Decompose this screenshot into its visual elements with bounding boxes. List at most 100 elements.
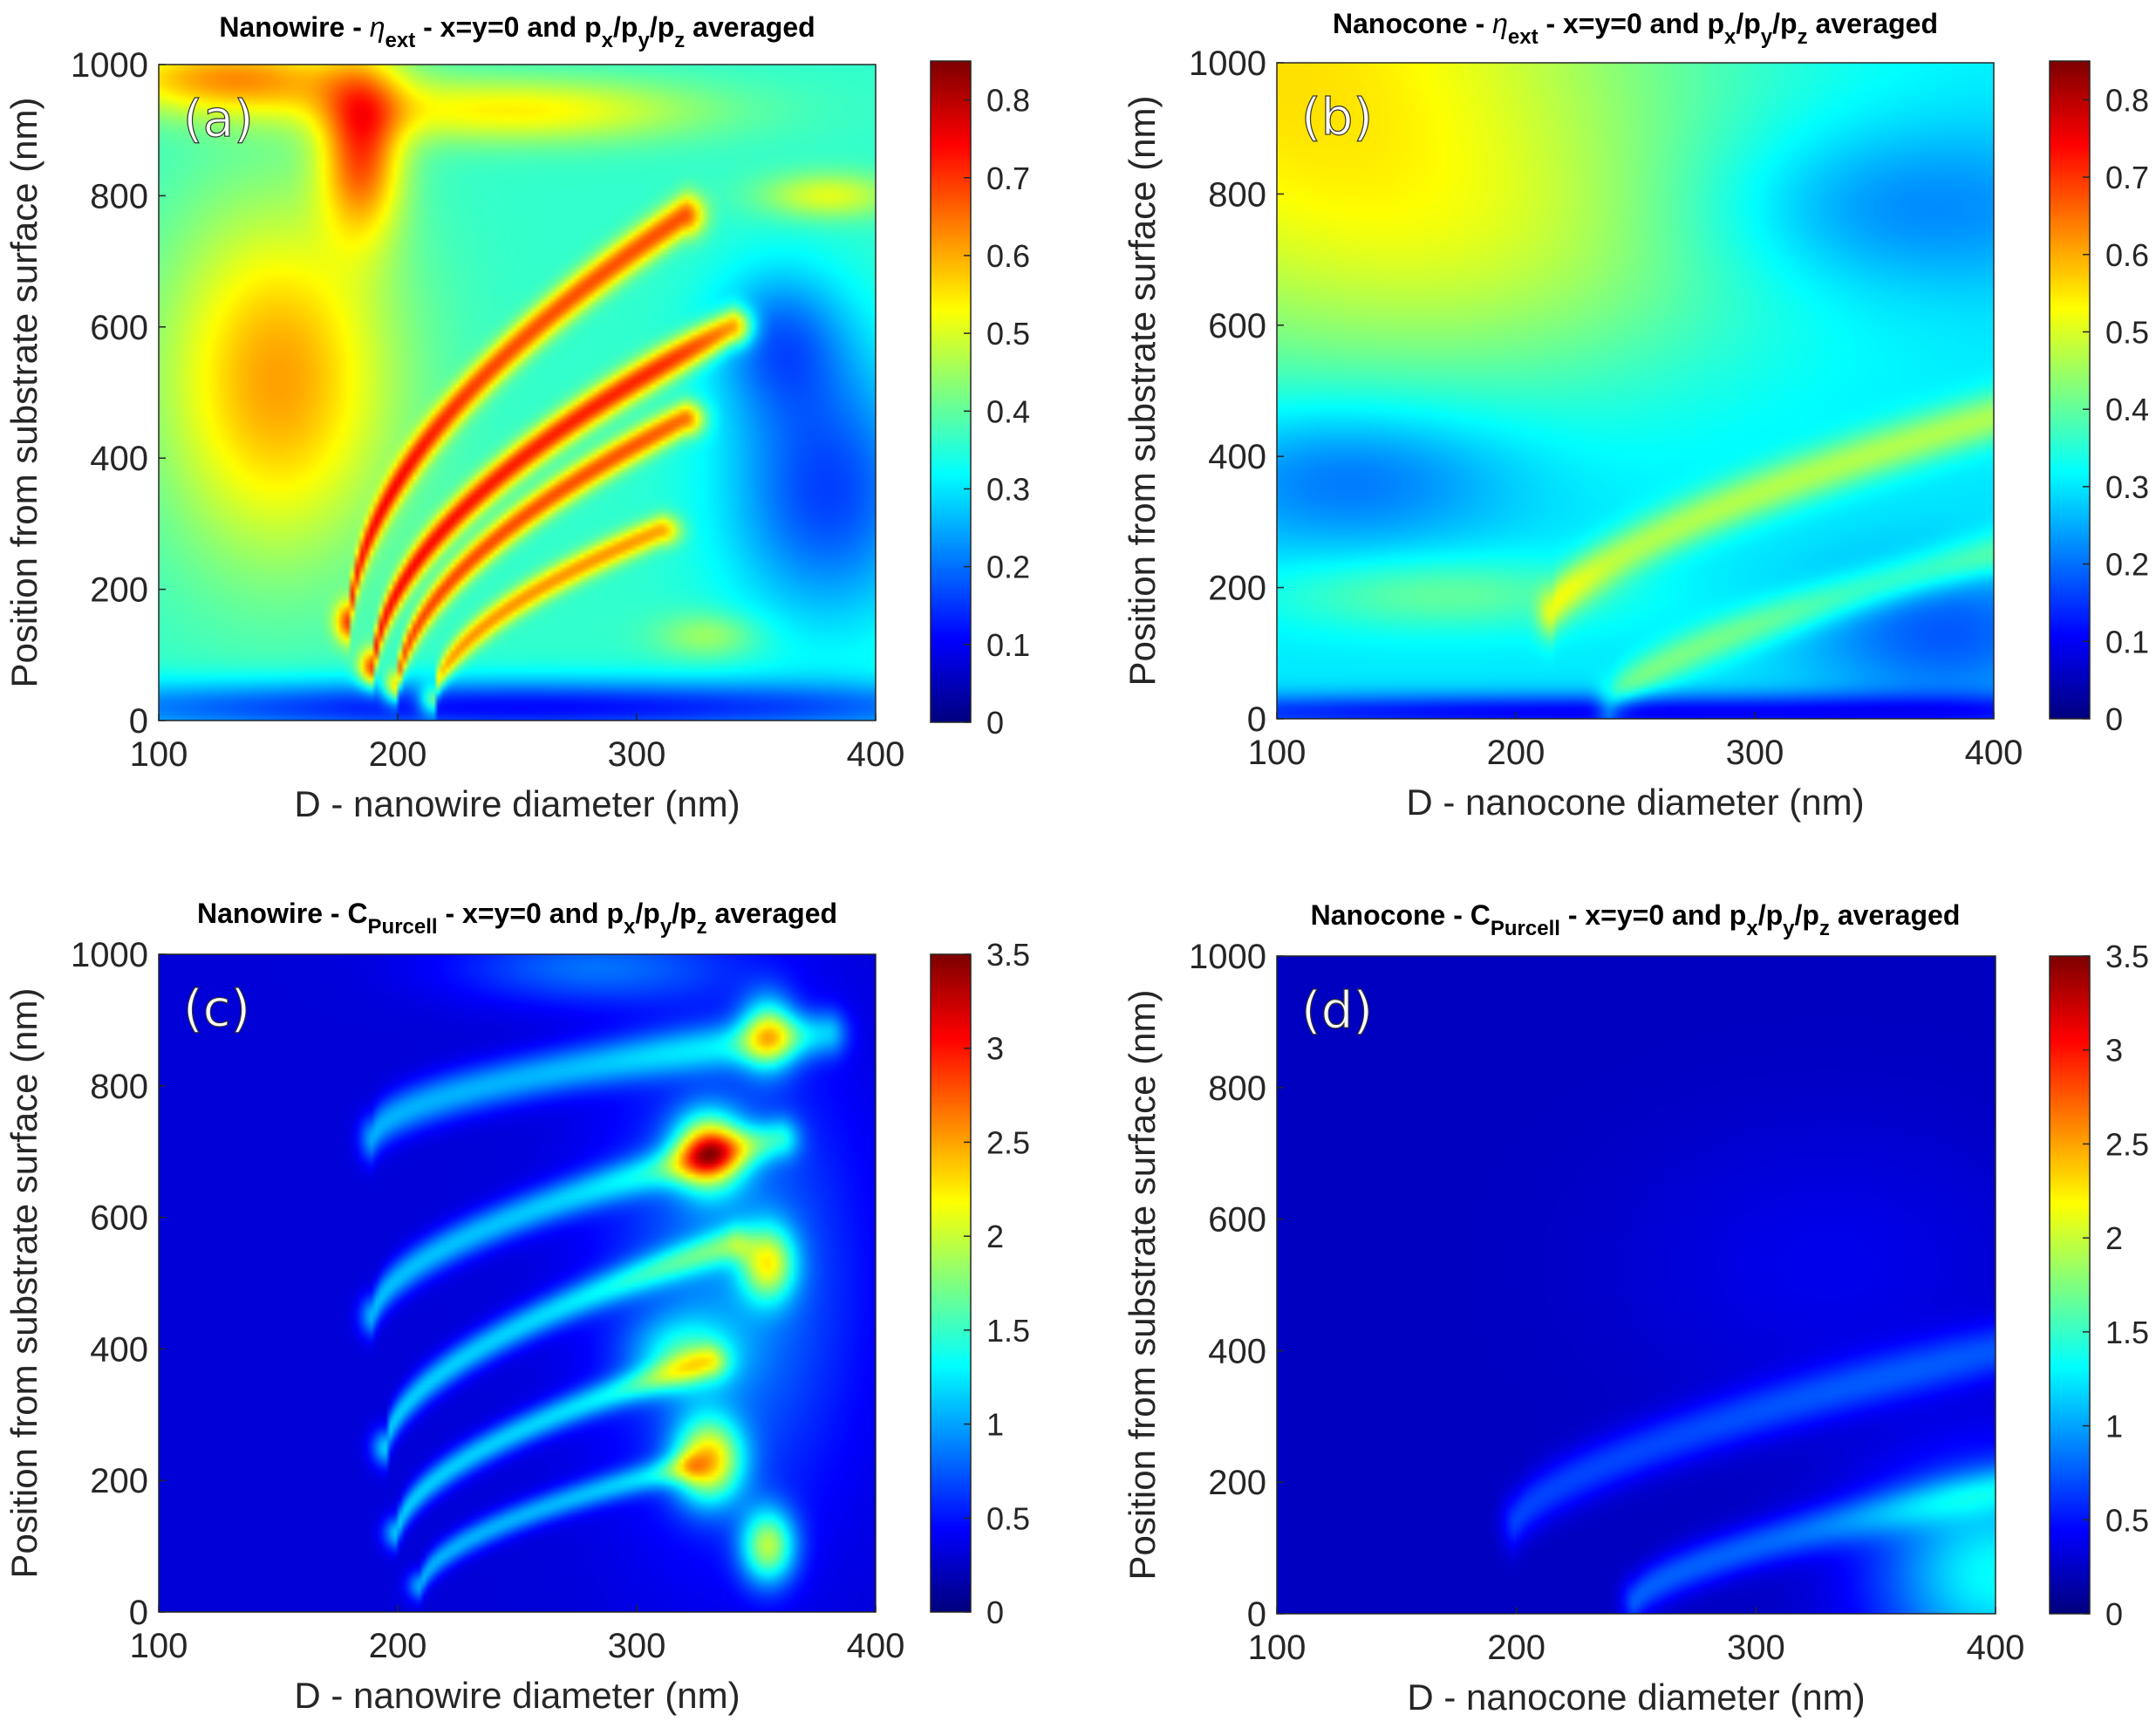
y-tick-label: 1000 xyxy=(1189,44,1266,83)
colorbar-tick-label: 0 xyxy=(986,1595,1004,1630)
colorbar-gradient xyxy=(931,954,971,1612)
title-part: y xyxy=(1783,917,1795,940)
panel-label: (a) xyxy=(183,89,254,148)
chart-panel-3: 100 200 300 400 0 200 400 600 800 1000 D - nanocon… xyxy=(1122,899,2149,1718)
y-tick-label: 800 xyxy=(1208,1069,1266,1108)
title-part: y xyxy=(1761,25,1773,49)
y-tick-label: 400 xyxy=(1208,438,1266,476)
title-part: y xyxy=(660,915,672,939)
chart-title: Nanowire - ηext - x=y=0 and px/py/pz ave… xyxy=(219,11,815,52)
colorbar-tick-label: 0.1 xyxy=(2105,624,2149,659)
y-tick-label: 800 xyxy=(1208,175,1266,214)
title-part: Nanowire - C xyxy=(197,898,368,929)
y-tick-label: 400 xyxy=(1208,1332,1266,1370)
x-axis-label: D - nanowire diameter (nm) xyxy=(294,1675,740,1716)
y-tick-label: 200 xyxy=(90,571,148,610)
title-part: averaged xyxy=(1808,8,1938,39)
title-part: x xyxy=(1746,917,1758,940)
title-part: Purcell xyxy=(368,915,438,939)
colorbar-tick-label: 0.4 xyxy=(986,393,1030,429)
y-axis-label: Position from substrate surface (nm) xyxy=(1122,96,1163,686)
colorbar-frame xyxy=(930,953,972,1613)
colorbar-tick-label: 0.5 xyxy=(986,316,1030,352)
title-part: Nanocone - C xyxy=(1311,899,1491,931)
title-part: ext xyxy=(385,29,416,52)
y-tick-label: 200 xyxy=(1208,570,1266,608)
axes-frame xyxy=(158,64,877,721)
colorbar-tick-label: 0.3 xyxy=(986,471,1030,507)
x-tick-label: 300 xyxy=(608,735,666,774)
title-part: y xyxy=(638,29,650,52)
panel-label: (b) xyxy=(1301,87,1373,147)
heatmap-image xyxy=(1277,63,1994,719)
title-part: ext xyxy=(1508,25,1539,49)
colorbar-tick-label: 0.8 xyxy=(986,83,1030,119)
colorbar-tick-label: 2 xyxy=(2105,1220,2123,1256)
x-tick-label: 200 xyxy=(1487,1629,1545,1667)
x-tick-label: 400 xyxy=(1967,1629,2025,1667)
title-part: η xyxy=(370,11,385,43)
colorbar-gradient xyxy=(2050,956,2090,1614)
colorbar-tick-label: 0 xyxy=(2105,701,2123,737)
x-tick-label: 400 xyxy=(847,735,905,774)
y-axis-label: Position from substrate surface (nm) xyxy=(3,98,44,688)
title-part: z xyxy=(697,915,707,939)
y-tick-label: 400 xyxy=(90,440,148,478)
colorbar-tick-label: 0.7 xyxy=(986,161,1030,196)
y-tick-label: 600 xyxy=(1208,1201,1266,1240)
colorbar-tick-label: 3 xyxy=(2105,1033,2123,1069)
x-tick-label: 200 xyxy=(369,735,427,774)
x-tick-label: 400 xyxy=(1965,734,2023,772)
y-tick-label: 200 xyxy=(1208,1464,1266,1502)
heatmap-image xyxy=(159,65,876,721)
title-part: /p xyxy=(1772,8,1797,39)
heatmap-image xyxy=(1277,956,1996,1614)
title-part: averaged xyxy=(1830,899,1960,931)
chart-title: Nanocone - ηext - x=y=0 and px/py/pz ave… xyxy=(1333,8,1938,49)
y-tick-label: 0 xyxy=(1247,1595,1266,1634)
x-tick-label: 100 xyxy=(1248,734,1307,772)
colorbar-tick-label: 0.6 xyxy=(2105,237,2149,273)
title-part: /p xyxy=(1736,8,1760,39)
title-part: x xyxy=(1724,25,1736,49)
chart-panel-0: 100 200 300 400 0 200 400 600 800 1000 D - nanowir… xyxy=(3,11,1030,824)
title-part: /p xyxy=(635,898,659,929)
panel-label: (d) xyxy=(1301,980,1373,1040)
y-tick-label: 1000 xyxy=(1189,938,1266,976)
colorbar-tick-label: 2 xyxy=(986,1219,1004,1254)
title-part: z xyxy=(1819,917,1830,940)
colorbar-tick-label: 0.5 xyxy=(986,1500,1030,1536)
title-part: z xyxy=(674,29,685,52)
colorbar-gradient xyxy=(931,61,971,722)
colorbar-tick-label: 0.3 xyxy=(2105,469,2149,505)
colorbar-tick-label: 3.5 xyxy=(2105,939,2149,974)
colorbar-tick-label: 0.2 xyxy=(2105,547,2149,583)
y-tick-label: 0 xyxy=(1247,700,1266,739)
colorbar-tick-label: 0.8 xyxy=(2105,82,2149,118)
title-part: averaged xyxy=(685,11,815,43)
colorbar-frame xyxy=(2049,955,2091,1615)
y-tick-label: 200 xyxy=(90,1462,148,1500)
title-part: - x=y=0 and p xyxy=(415,11,601,43)
title-part: /p xyxy=(650,11,674,43)
title-part: - x=y=0 and p xyxy=(1539,8,1724,39)
heatmap-image xyxy=(159,954,876,1612)
y-tick-label: 1000 xyxy=(71,46,148,85)
title-part: x xyxy=(624,915,636,939)
colorbar-tick-label: 0 xyxy=(986,705,1004,741)
x-tick-label: 300 xyxy=(1726,734,1784,772)
axes-frame xyxy=(1276,62,1995,720)
chart-panel-2: 100 200 300 400 0 200 400 600 800 1000 D - nanowir… xyxy=(3,898,1030,1716)
x-tick-label: 300 xyxy=(608,1627,666,1665)
colorbar-frame xyxy=(2049,60,2091,720)
y-tick-label: 800 xyxy=(90,1068,148,1106)
axes-frame xyxy=(1276,955,1996,1615)
title-part: x xyxy=(602,29,614,52)
colorbar-tick-label: 0.2 xyxy=(986,550,1030,585)
x-axis-label: D - nanocone diameter (nm) xyxy=(1406,782,1864,823)
x-tick-label: 100 xyxy=(1248,1629,1307,1667)
colorbar-tick-label: 1 xyxy=(986,1407,1004,1443)
colorbar-tick-label: 3.5 xyxy=(986,937,1030,973)
y-tick-label: 600 xyxy=(1208,307,1266,345)
x-tick-label: 200 xyxy=(369,1627,427,1665)
